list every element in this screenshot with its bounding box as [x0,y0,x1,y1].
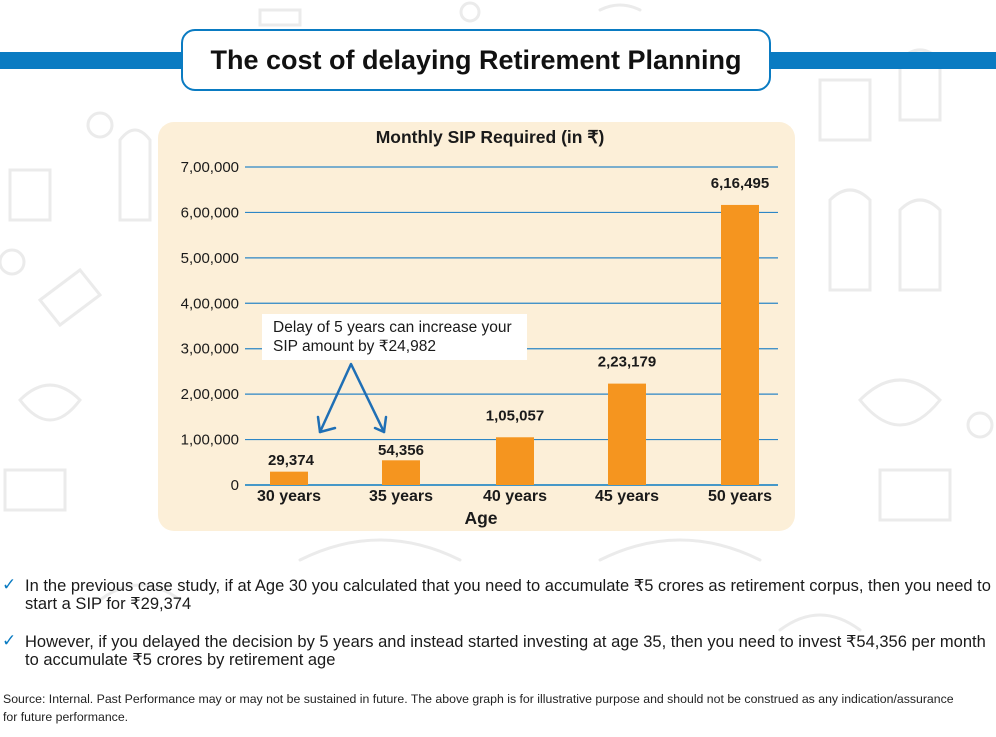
x-tick-label: 40 years [483,488,547,505]
x-tick-label: 30 years [257,488,321,505]
bar [270,471,308,485]
y-tick-label: 2,00,000 [181,386,239,403]
annotation-box [262,314,527,360]
title-box: The cost of delaying Retirement Planning [181,29,771,91]
bullet-2-text: However, if you delayed the decision by … [25,633,986,669]
value-label: 54,356 [378,442,424,459]
y-tick-label: 4,00,000 [181,295,239,312]
value-label: 1,05,057 [486,407,544,424]
bar [496,437,534,485]
annotation-line-1: Delay of 5 years can increase your [273,319,512,336]
x-tick-label: 50 years [708,488,772,505]
chart-title: Monthly SIP Required (in ₹) [376,127,605,147]
source-note: Source: Internal. Past Performance may o… [3,692,954,724]
bullet-1-text: In the previous case study, if at Age 30… [25,577,991,613]
y-tick-label: 0 [231,477,239,494]
y-tick-label: 5,00,000 [181,250,239,267]
y-tick-label: 6,00,000 [181,204,239,221]
annotation-line-2: SIP amount by ₹24,982 [273,338,436,355]
x-tick-label: 35 years [369,488,433,505]
value-label: 6,16,495 [711,175,769,192]
y-tick-label: 3,00,000 [181,341,239,358]
bar [382,460,420,485]
bullet-1: ✓ In the previous case study, if at Age … [2,575,992,614]
y-tick-label: 7,00,000 [181,159,239,176]
bullet-2: ✓ However, if you delayed the decision b… [2,631,992,670]
y-tick-label: 1,00,000 [181,432,239,449]
page-title: The cost of delaying Retirement Planning [210,44,742,75]
x-axis-title: Age [464,508,497,528]
value-label: 2,23,179 [598,354,656,371]
x-tick-label: 45 years [595,488,659,505]
checkmark-icon: ✓ [2,575,17,594]
annotation-arrow [316,362,388,434]
checkmark-icon: ✓ [2,631,17,650]
bar [721,204,759,486]
bar [608,383,646,485]
value-label: 29,374 [268,452,315,469]
